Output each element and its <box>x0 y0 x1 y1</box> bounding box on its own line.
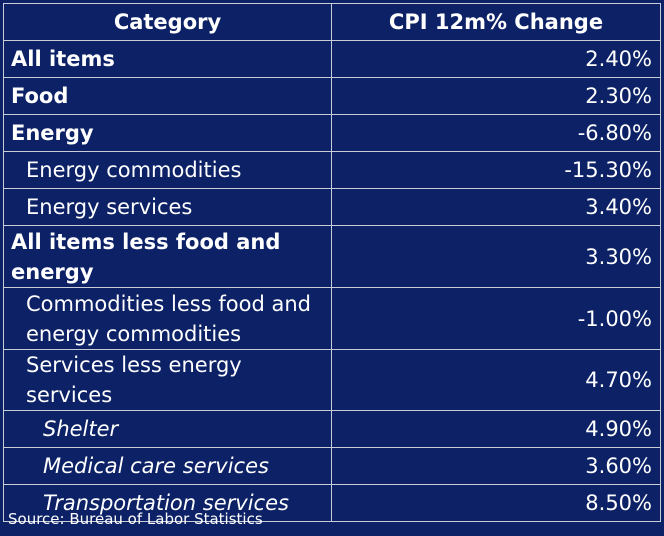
table-body: All items 2.40% Food 2.30% Energy -6.80% Energ… <box>3 40 661 522</box>
cpi-table: Category CPI 12m% Change All items 2.40% F… <box>3 3 661 522</box>
value-cell: 3.30% <box>331 225 661 288</box>
value-cell: 4.90% <box>331 410 661 448</box>
value-cell: 3.60% <box>331 447 661 485</box>
category-cell: Energy <box>3 114 332 152</box>
category-cell: Shelter <box>3 410 332 448</box>
table-row: Energy commodities -15.30% <box>3 151 661 189</box>
table-row: All items less food and energy 3.30% <box>3 225 661 288</box>
category-cell: Energy commodities <box>3 151 332 189</box>
table-header-row: Category CPI 12m% Change <box>3 3 661 41</box>
source-note: Source: Bureau of Labor Statistics <box>8 510 263 528</box>
category-cell: Transportation services <box>3 484 332 522</box>
value-cell: 2.40% <box>331 40 661 78</box>
category-cell: Commodities less food and energy commodi… <box>3 287 332 350</box>
table-row: Food 2.30% <box>3 77 661 115</box>
table-row: All items 2.40% <box>3 40 661 78</box>
value-cell: -15.30% <box>331 151 661 189</box>
value-cell: -1.00% <box>331 287 661 350</box>
column-header-cpi-change: CPI 12m% Change <box>331 3 661 41</box>
category-cell: Medical care services <box>3 447 332 485</box>
table-row: Services less energy services 4.70% <box>3 349 661 411</box>
value-cell: 3.40% <box>331 188 661 226</box>
table-row: Shelter 4.90% <box>3 410 661 448</box>
table-row: Energy services 3.40% <box>3 188 661 226</box>
category-cell: All items less food and energy <box>3 225 332 288</box>
table-row: Medical care services 3.60% <box>3 447 661 485</box>
category-cell: All items <box>3 40 332 78</box>
value-cell: 2.30% <box>331 77 661 115</box>
table-row: Transportation services 8.50% <box>3 484 661 522</box>
value-cell: 4.70% <box>331 349 661 411</box>
table-row: Commodities less food and energy commodi… <box>3 287 661 350</box>
value-cell: -6.80% <box>331 114 661 152</box>
value-cell: 8.50% <box>331 484 661 522</box>
category-cell: Services less energy services <box>3 349 332 411</box>
category-cell: Food <box>3 77 332 115</box>
category-cell: Energy services <box>3 188 332 226</box>
column-header-category: Category <box>3 3 332 41</box>
table-row: Energy -6.80% <box>3 114 661 152</box>
